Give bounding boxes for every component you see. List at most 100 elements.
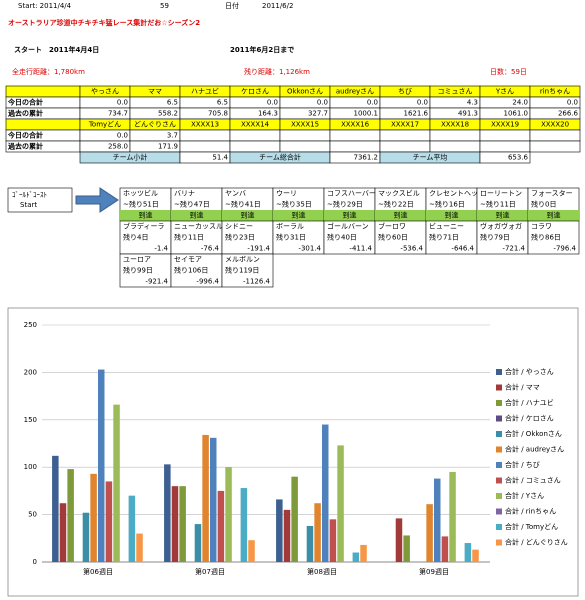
row-label: 過去の累計	[7, 109, 43, 118]
city-name: メルボルン	[225, 256, 260, 264]
column-header: Tomyどん	[88, 121, 121, 129]
city-name: ゴールバーン	[327, 222, 369, 231]
column-header: rinちゃん	[540, 88, 570, 96]
city-name: ブラディーラ	[123, 222, 165, 231]
bar	[464, 543, 472, 562]
days: 59	[160, 2, 169, 10]
city-name: ボーラル	[276, 223, 304, 231]
city-name: ニューカッスル	[174, 223, 223, 231]
cell-value: 705.8	[208, 110, 228, 118]
start-sub: Start	[20, 201, 37, 209]
city-days: ~残り22日	[378, 200, 414, 209]
date-label: 日付	[225, 1, 239, 10]
city-days: 残り71日	[429, 233, 459, 242]
cell	[229, 140, 281, 153]
legend-swatch	[496, 493, 502, 499]
days-count: 日数：59日	[490, 67, 527, 76]
summary-label: チーム小計	[113, 153, 148, 162]
column-header: Yさん	[495, 88, 514, 96]
column-header: XXXX19	[491, 121, 519, 129]
cell-value: 266.6	[558, 110, 579, 118]
city-box	[323, 220, 376, 255]
cell-value: 4.3	[467, 99, 478, 107]
city-distance: -191.4	[247, 245, 270, 253]
cell	[379, 129, 431, 142]
cell	[479, 151, 531, 164]
legend-swatch	[496, 415, 502, 422]
bar	[179, 486, 186, 562]
legend-swatch	[496, 539, 502, 546]
legend-swatch	[496, 369, 502, 375]
legend-label: 合計 / Yさん	[505, 491, 544, 500]
row-label: 今日の合計	[7, 98, 43, 107]
city-name: ヴォガヴォガ	[480, 222, 522, 231]
legend-label: 合計 / rinちゃん	[505, 507, 556, 516]
city-name: ブーロワ	[378, 222, 406, 231]
cell	[279, 129, 331, 142]
legend-swatch	[496, 462, 502, 468]
legend-label: 合計 / Tomyどん	[505, 522, 558, 531]
cell	[329, 140, 381, 153]
bar	[98, 369, 105, 562]
city-name: シドニー	[225, 223, 253, 231]
reached-bg	[375, 210, 426, 221]
x-tick-label: 第06週目	[83, 567, 113, 576]
column-header: XXXX20	[541, 121, 569, 129]
legend-label: 合計 / Okkonさん	[505, 429, 562, 438]
bar	[67, 469, 74, 562]
remaining: 残り距離：1,126km	[244, 67, 310, 76]
cell-value: 558.2	[158, 110, 178, 118]
bar	[194, 524, 202, 562]
city-days: 残り79日	[480, 233, 510, 242]
bar	[426, 504, 433, 562]
city-distance: -796.4	[553, 245, 576, 253]
city-box	[170, 220, 223, 255]
bar	[337, 445, 344, 562]
column-header: XXXX18	[441, 121, 469, 129]
bar	[82, 512, 90, 562]
column-header: ママ	[148, 88, 162, 96]
cell-value: 1061.0	[504, 110, 529, 118]
legend-swatch	[496, 524, 502, 530]
city-distance: -921.4	[145, 278, 168, 286]
reached-bg	[222, 210, 273, 221]
city-box	[527, 220, 580, 255]
cell-value: 0.0	[117, 99, 128, 107]
city-days: 残り99日	[123, 266, 153, 275]
city-distance: -411.4	[349, 245, 372, 253]
reached-bg	[324, 210, 375, 221]
city-distance: -536.4	[400, 245, 423, 253]
title: オーストラリア珍道中チキチキ猛レース集計だお☆シーズン2	[8, 18, 200, 27]
city-status: 到達	[343, 211, 357, 220]
cell-value: 734.7	[108, 110, 128, 118]
summary-value: 7361.2	[354, 154, 379, 162]
reached-bg	[120, 210, 171, 221]
city-days: 残り4日	[123, 233, 148, 242]
city-name: ホッツビル	[123, 189, 158, 198]
date: 2011/6/2	[262, 2, 293, 10]
bar	[136, 533, 143, 562]
bar	[329, 519, 337, 562]
cell	[479, 129, 531, 142]
y-tick-label: 0	[33, 558, 37, 566]
cell	[5, 85, 81, 98]
city-name: ヤンバ	[225, 190, 246, 198]
column-header: ケロさん	[241, 88, 269, 96]
cell-value: 24.0	[512, 99, 528, 107]
city-name: バリナ	[174, 190, 195, 198]
legend-swatch	[496, 400, 502, 406]
x-tick-label: 第08週目	[307, 567, 337, 576]
bar	[225, 467, 232, 562]
cell-value: 0.0	[417, 99, 428, 107]
legend-swatch	[496, 384, 502, 391]
bar	[210, 437, 217, 562]
start-line: スタート 2011年4月4日	[14, 45, 99, 54]
cell-value: 491.3	[458, 110, 478, 118]
cell-value: 0.0	[317, 99, 328, 107]
city-days: 残り0日	[531, 200, 556, 209]
city-name: マックスビル	[378, 189, 420, 198]
cell	[229, 129, 281, 142]
legend-label: 合計 / ちび	[505, 460, 540, 469]
bar	[441, 536, 449, 562]
city-distance: -301.4	[298, 245, 321, 253]
